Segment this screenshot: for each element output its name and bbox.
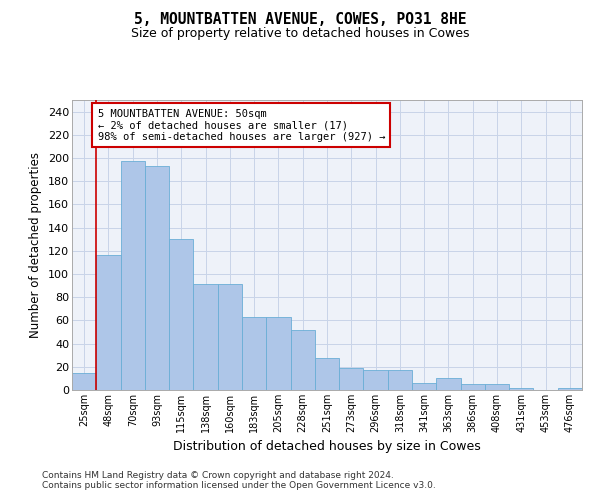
Bar xyxy=(72,372,96,390)
X-axis label: Distribution of detached houses by size in Cowes: Distribution of detached houses by size … xyxy=(173,440,481,454)
Bar xyxy=(461,384,485,390)
Text: Size of property relative to detached houses in Cowes: Size of property relative to detached ho… xyxy=(131,28,469,40)
Bar xyxy=(339,368,364,390)
Bar xyxy=(412,383,436,390)
Bar xyxy=(266,317,290,390)
Text: Contains HM Land Registry data © Crown copyright and database right 2024.: Contains HM Land Registry data © Crown c… xyxy=(42,470,394,480)
Bar xyxy=(315,358,339,390)
Bar xyxy=(558,388,582,390)
Bar xyxy=(242,317,266,390)
Bar xyxy=(169,239,193,390)
Bar xyxy=(485,384,509,390)
Bar xyxy=(388,370,412,390)
Bar xyxy=(364,370,388,390)
Bar xyxy=(218,284,242,390)
Bar xyxy=(145,166,169,390)
Text: 5 MOUNTBATTEN AVENUE: 50sqm
← 2% of detached houses are smaller (17)
98% of semi: 5 MOUNTBATTEN AVENUE: 50sqm ← 2% of deta… xyxy=(97,108,385,142)
Bar xyxy=(96,256,121,390)
Bar xyxy=(193,284,218,390)
Y-axis label: Number of detached properties: Number of detached properties xyxy=(29,152,43,338)
Bar xyxy=(509,388,533,390)
Text: 5, MOUNTBATTEN AVENUE, COWES, PO31 8HE: 5, MOUNTBATTEN AVENUE, COWES, PO31 8HE xyxy=(134,12,466,28)
Text: Contains public sector information licensed under the Open Government Licence v3: Contains public sector information licen… xyxy=(42,480,436,490)
Bar xyxy=(436,378,461,390)
Bar xyxy=(121,162,145,390)
Bar xyxy=(290,330,315,390)
